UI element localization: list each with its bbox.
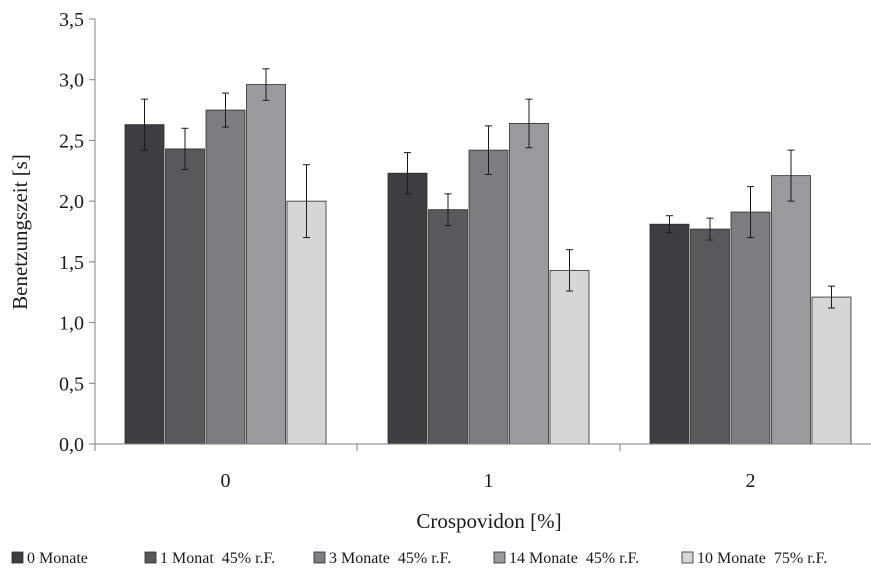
bar (771, 175, 811, 445)
bar (428, 209, 468, 445)
y-tick-label: 1,5 (59, 252, 84, 274)
y-tick-label: 2,5 (59, 130, 84, 152)
plot-area: 0,0 0,5 1,0 1,5 2,0 2,5 3,0 3,5 0 1 2 (59, 9, 871, 492)
bar (246, 84, 286, 445)
legend-label: 14 Monate 45% r.F. (509, 550, 639, 567)
legend-label: 10 Monate 75% r.F. (697, 550, 827, 567)
y-tick-label: 1,0 (59, 313, 84, 335)
bar (649, 223, 690, 445)
bar (509, 123, 549, 445)
legend-label: 0 Monate (27, 550, 88, 567)
legend-swatch (493, 551, 506, 564)
bar (387, 172, 428, 445)
legend-swatch (313, 551, 326, 564)
y-tick-label: 0,0 (59, 434, 84, 456)
bar (124, 124, 165, 445)
bar (286, 200, 327, 445)
legend: 0 Monate 1 Monat 45% r.F. 3 Monate 45% r.F… (11, 550, 827, 567)
y-tick-label: 2,0 (59, 191, 84, 213)
bar (690, 228, 730, 445)
bar (205, 109, 246, 445)
legend-swatch (144, 551, 157, 564)
x-axis-title: Crospovidon [%] (416, 509, 561, 533)
bar (811, 296, 852, 445)
bar (468, 149, 509, 445)
bar (549, 269, 590, 445)
legend-swatch (11, 551, 24, 564)
legend-label: 1 Monat 45% r.F. (160, 550, 275, 567)
y-tick-label: 3,0 (59, 70, 84, 92)
bar (730, 211, 771, 445)
y-tick-label: 3,5 (59, 9, 84, 31)
y-tick-label: 0,5 (59, 373, 84, 395)
y-axis-title: Benetzungszeit [s] (8, 154, 32, 310)
bar (165, 148, 205, 445)
x-tick-label: 0 (221, 470, 231, 492)
legend-label: 3 Monate 45% r.F. (329, 550, 451, 567)
x-tick-label: 1 (484, 470, 494, 492)
x-tick-label: 2 (746, 470, 756, 492)
legend-swatch (681, 551, 694, 564)
